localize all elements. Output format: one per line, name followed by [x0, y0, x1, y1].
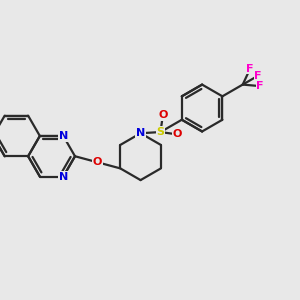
Text: O: O	[93, 157, 102, 167]
Text: O: O	[173, 129, 182, 140]
Text: F: F	[256, 81, 264, 91]
Text: O: O	[158, 110, 167, 120]
Text: N: N	[136, 128, 145, 138]
Text: F: F	[254, 71, 262, 81]
Text: S: S	[157, 127, 164, 137]
Text: N: N	[59, 172, 68, 182]
Text: F: F	[246, 64, 254, 74]
Text: N: N	[59, 131, 68, 141]
